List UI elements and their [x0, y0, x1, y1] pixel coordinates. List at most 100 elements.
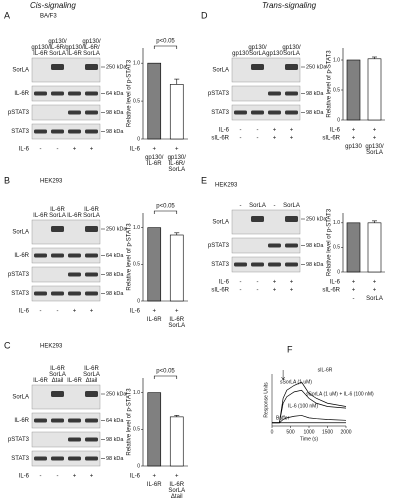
- significance-bracket: [153, 375, 178, 379]
- blot-strip: [231, 237, 301, 254]
- blot-band: [251, 64, 264, 70]
- bar: [147, 62, 162, 140]
- lane-label: gp130/SorLA: [248, 45, 267, 57]
- y-tick-label: 0: [337, 269, 340, 275]
- blot-band: [85, 272, 98, 277]
- y-axis-label: Response Units: [263, 382, 269, 418]
- lane-label: gp130/IL-6R: [31, 45, 50, 57]
- blot-band: [268, 110, 281, 115]
- chart-title: sIL-6R: [318, 367, 333, 373]
- row-label: pSTAT3: [8, 110, 30, 116]
- treatment-value: +: [273, 288, 277, 294]
- treatment-value: +: [290, 136, 294, 142]
- treatment-name: IL-6: [130, 309, 141, 315]
- x-tick-label: gp130/IL-6R/SorLA: [168, 155, 187, 173]
- row-label: STAT3: [211, 110, 229, 116]
- blot-band: [68, 456, 81, 461]
- treatment-value: -: [57, 474, 59, 480]
- row-label: STAT3: [11, 456, 29, 462]
- lane-label: SorLA: [283, 203, 300, 209]
- row-label: SorLA: [12, 230, 29, 236]
- x-tick-label: IL-6R SorLA: [168, 317, 185, 329]
- cell-line: HEK293: [40, 179, 63, 185]
- treatment-value: +: [273, 280, 277, 286]
- treatment-value: -: [40, 309, 42, 315]
- bar: [169, 234, 184, 302]
- x-tick-label: -: [353, 296, 355, 302]
- blot-band: [68, 437, 81, 442]
- marker-label: 250 kDa: [106, 64, 127, 70]
- treatment-name: IL-6: [130, 474, 141, 480]
- blot-band: [85, 91, 98, 96]
- row-label: SorLA: [212, 220, 229, 226]
- marker-label: 64 kDa: [106, 418, 124, 424]
- blot-band: [85, 437, 98, 442]
- panel-letter: B: [4, 175, 10, 185]
- marker-label: 98 kDa: [106, 291, 124, 297]
- row-label: IL-6R: [14, 253, 29, 259]
- treatment-value: +: [90, 147, 94, 153]
- row-label: STAT3: [11, 291, 29, 297]
- x-tick-label: gp130: [345, 144, 362, 150]
- row-label: SorLA: [212, 68, 229, 74]
- row-label: STAT3: [211, 262, 229, 268]
- lane-label: IL-6R: [67, 213, 82, 219]
- x-tick-label: gp130/SorLA: [365, 144, 384, 156]
- blot-band: [85, 391, 98, 397]
- marker-label: 250 kDa: [306, 64, 327, 70]
- bar: [346, 59, 361, 121]
- blot-strip: [31, 85, 101, 102]
- treatment-value: +: [290, 280, 294, 286]
- x-tick-label: 1000: [303, 429, 314, 435]
- marker-label: 98 kDa: [306, 243, 324, 249]
- blot-band: [51, 91, 64, 96]
- injection-arrow: [281, 370, 285, 381]
- treatment-name: sIL-6R: [322, 136, 340, 142]
- significance-bracket: [153, 210, 178, 214]
- lane-label: gp130/IL-6R: [65, 45, 84, 57]
- marker-label: 64 kDa: [106, 253, 124, 259]
- blot-band: [51, 64, 64, 70]
- treatment-value: -: [40, 474, 42, 480]
- treatment-value: +: [373, 280, 377, 286]
- blot-strip: [31, 247, 101, 264]
- treatment-value: -: [240, 128, 242, 134]
- treatment-value: -: [257, 128, 259, 134]
- lane-label: IL-6R SorLA: [49, 207, 66, 219]
- panel-letter: A: [4, 10, 10, 20]
- panel-letter: F: [287, 344, 293, 354]
- treatment-value: +: [290, 288, 294, 294]
- lane-label: -: [274, 203, 276, 209]
- y-tick-label: 1.0: [133, 390, 140, 396]
- blot-band: [34, 253, 47, 258]
- treatment-value: +: [352, 128, 356, 134]
- lane-label: gp130/SorLA: [282, 45, 301, 57]
- y-tick-label: 0.5: [333, 245, 340, 251]
- significance-label: p<0.05: [156, 369, 175, 375]
- treatment-value: +: [175, 474, 179, 480]
- series-label: sSorLA (1 uM) + IL-6 (100 nM): [306, 391, 374, 397]
- marker-label: 64 kDa: [106, 91, 124, 97]
- treatment-name: IL-6: [19, 309, 30, 315]
- x-tick-label: IL-6R SorLA Δtail: [168, 482, 185, 500]
- bar: [169, 84, 184, 140]
- blot-band: [251, 216, 264, 222]
- blot-band: [51, 253, 64, 258]
- treatment-value: -: [240, 280, 242, 286]
- treatment-value: +: [273, 128, 277, 134]
- marker-label: 98 kDa: [106, 110, 124, 116]
- marker-label: 250 kDa: [106, 391, 127, 397]
- blot-strip: [31, 412, 101, 429]
- row-label: pSTAT3: [208, 91, 230, 97]
- blot-strip: [31, 450, 101, 467]
- significance-label: p<0.05: [156, 204, 175, 210]
- x-tick-label: 500: [286, 429, 295, 435]
- marker-label: 98 kDa: [306, 91, 324, 97]
- y-axis-label: Relative level of p-STAT3: [127, 59, 133, 127]
- blot-band: [85, 129, 98, 134]
- bar: [346, 222, 361, 273]
- blot-band: [85, 291, 98, 296]
- significance-bracket: [153, 45, 178, 49]
- series-label: Buffer: [276, 415, 290, 421]
- row-label: SorLA: [12, 395, 29, 401]
